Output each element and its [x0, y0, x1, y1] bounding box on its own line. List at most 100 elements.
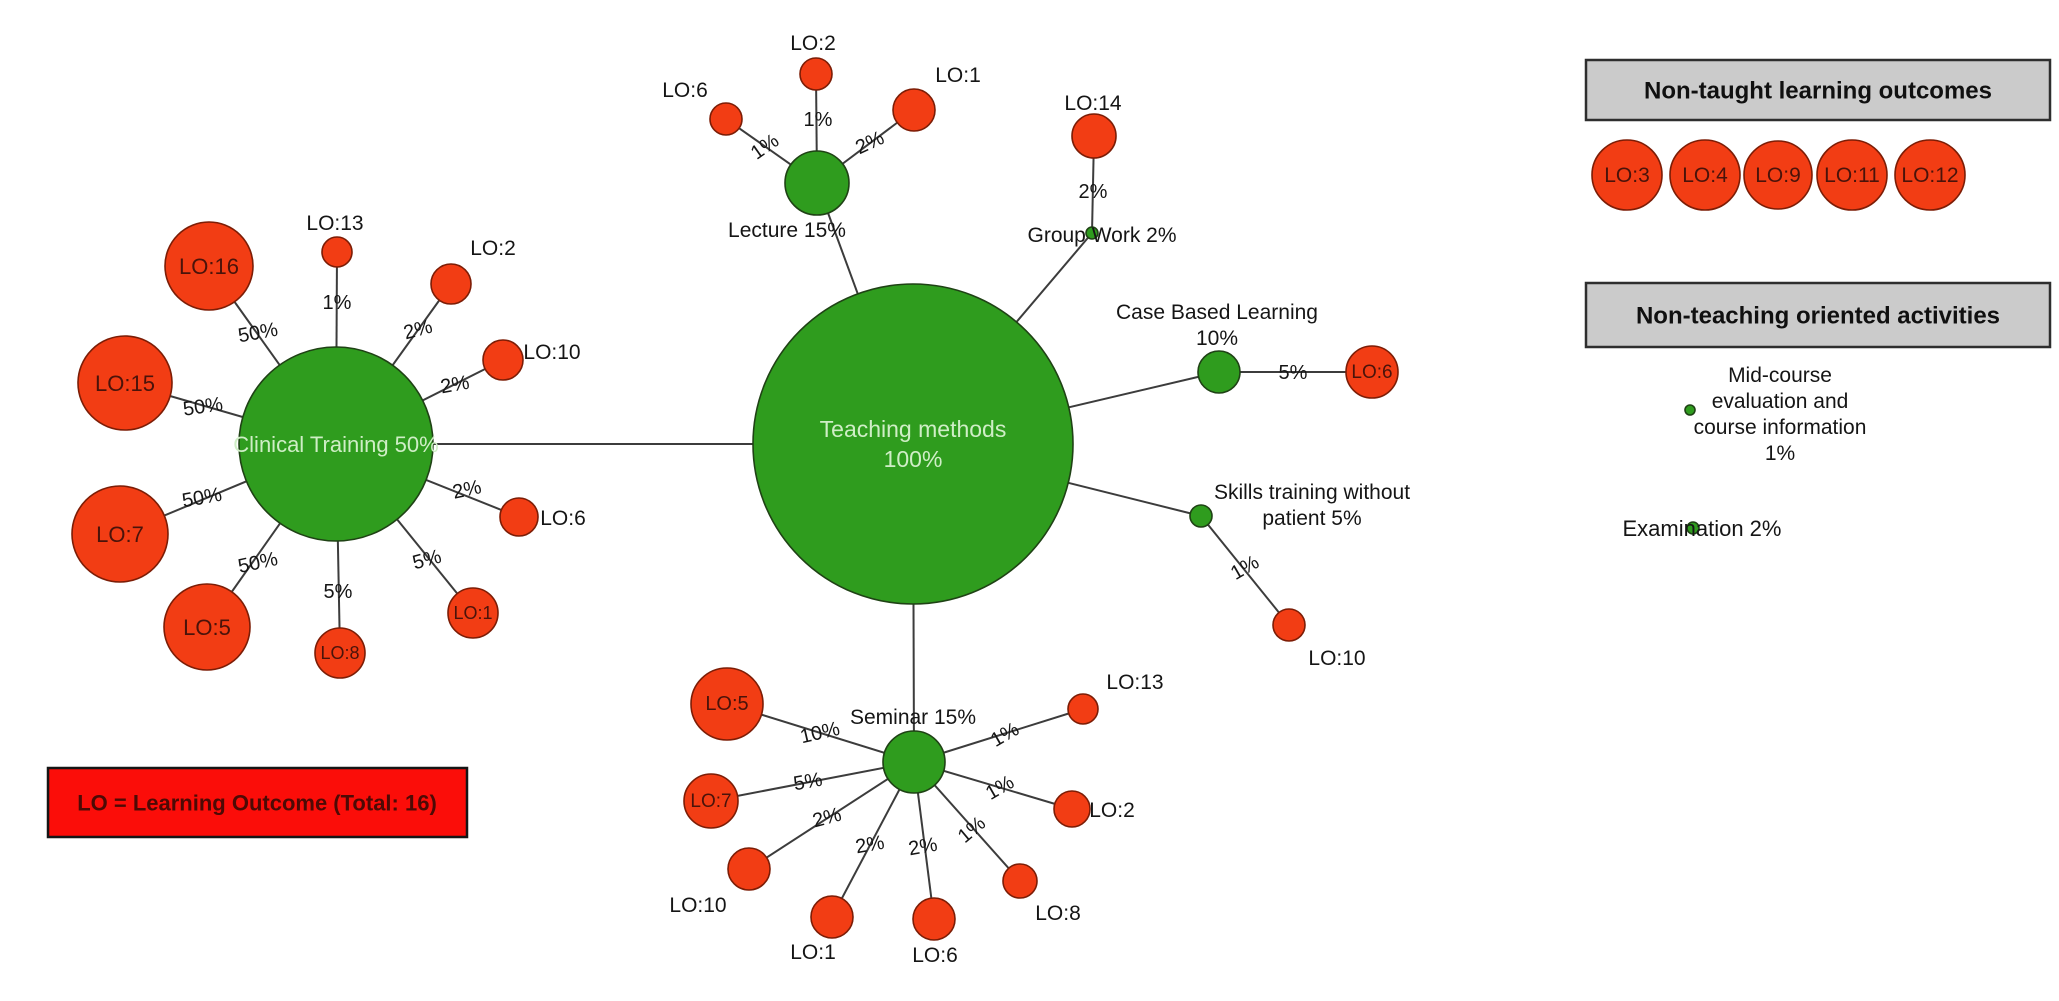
- node-label-lo6-lec: LO:6: [662, 79, 708, 102]
- node-label-lo8-ct: LO:8: [320, 643, 359, 663]
- node-seminar: [882, 730, 946, 794]
- node-label-clinical: Clinical Training 50%: [233, 432, 438, 457]
- node-label-cbl: Case Based Learning 10%: [1116, 301, 1318, 350]
- node-label-skills: Skills training without patient 5%: [1214, 481, 1410, 530]
- legend-box: [46, 766, 469, 839]
- edge-label-seminar-lo6-sem: 2%: [907, 834, 940, 861]
- edge-seminar-lo7-sem: [710, 761, 915, 802]
- node-label-lo6-ct: LO:6: [540, 507, 586, 530]
- edge-seminar-lo10-sem: [748, 761, 915, 870]
- edge-label-clinical-lo8-ct: 5%: [324, 581, 353, 603]
- edge-label-groupwork-lo14-gw: 2%: [1079, 181, 1108, 203]
- node-lo2-sem: [1053, 790, 1091, 828]
- node-skills: [1189, 504, 1213, 528]
- node-label-lo10-ct: LO:10: [523, 341, 580, 364]
- edge-label-seminar-lo1-sem: 2%: [854, 832, 887, 859]
- node-label-lo14-gw: LO:14: [1064, 92, 1122, 115]
- node-label-examination: Examination 2%: [1623, 516, 1782, 541]
- non-taught-header-box: [1584, 58, 2052, 122]
- node-lo7-sem: [683, 773, 739, 829]
- node-lo15-ct: [77, 335, 173, 431]
- node-clinical: [238, 346, 434, 542]
- node-label-lo13-ct: LO:13: [306, 212, 363, 235]
- legend-text: LO = Learning Outcome (Total: 16): [77, 791, 437, 816]
- node-label-lo3-nt: LO:3: [1604, 164, 1650, 187]
- non-teaching-header-title: Non-teaching oriented activities: [1636, 303, 2000, 330]
- node-lo11-nt: [1816, 139, 1888, 211]
- node-lo6-lec: [709, 102, 743, 136]
- node-lo6-sem: [912, 897, 956, 941]
- node-label-lo2-sem: LO:2: [1089, 799, 1135, 822]
- node-lecture: [784, 150, 850, 216]
- node-lo10-ct: [482, 339, 524, 381]
- node-label-groupwork: Group Work 2%: [1028, 224, 1177, 247]
- node-cbl: [1197, 350, 1241, 394]
- node-lo7-ct: [71, 485, 169, 583]
- edge-label-lecture-lo1-lec: 2%: [852, 127, 888, 159]
- nodes-layer: [71, 57, 1966, 941]
- node-label-lo1-sem: LO:1: [790, 941, 836, 964]
- node-groupwork: [1085, 226, 1099, 240]
- edge-skills-lo10-sk: [1200, 515, 1290, 626]
- node-label-lo13-sem: LO:13: [1106, 671, 1163, 694]
- edge-label-seminar-lo7-sem: 5%: [792, 769, 825, 796]
- node-label-lo12-nt: LO:12: [1901, 164, 1958, 187]
- node-label-midcourse: Mid-course evaluation and course informati…: [1694, 364, 1867, 465]
- edge-label-cbl-lo6-cbl: 5%: [1279, 362, 1308, 384]
- node-label-lo7-sem: LO:7: [690, 791, 731, 812]
- node-label-lo7-ct: LO:7: [96, 522, 144, 547]
- node-lo8-sem: [1002, 863, 1038, 899]
- node-label-lo9-nt: LO:9: [1755, 164, 1801, 187]
- edge-label-lecture-lo2-lec: 1%: [804, 109, 833, 131]
- node-label-lo6-sem: LO:6: [912, 944, 958, 967]
- edge-label-seminar-lo10-sem: 2%: [810, 804, 844, 833]
- node-lo14-gw: [1071, 113, 1117, 159]
- node-label-lo1-lec: LO:1: [935, 64, 981, 87]
- node-label-lo2-ct: LO:2: [470, 237, 516, 260]
- edge-label-clinical-lo16-ct: 50%: [236, 319, 279, 348]
- edge-label-clinical-lo5-ct: 50%: [236, 548, 280, 578]
- non-teaching-header-box: [1584, 281, 2052, 349]
- node-label-lo2-lec: LO:2: [790, 32, 836, 55]
- node-midcourse: [1684, 404, 1696, 416]
- node-teaching: [752, 283, 1074, 605]
- node-lo16-ct: [164, 221, 254, 311]
- node-label-seminar: Seminar 15%: [850, 706, 976, 729]
- node-label-teaching: Teaching methods 100%: [820, 416, 1007, 472]
- edge-label-clinical-lo7-ct: 50%: [180, 484, 223, 513]
- edge-label-seminar-lo5-sem: 10%: [798, 718, 842, 748]
- node-lo8-ct: [314, 627, 366, 679]
- node-lo2-ct: [430, 263, 472, 305]
- node-label-lecture: Lecture 15%: [728, 219, 846, 242]
- node-lo1-ct: [447, 587, 499, 639]
- edge-label-clinical-lo13-ct: 1%: [323, 292, 352, 314]
- non-taught-header-title: Non-taught learning outcomes: [1644, 78, 1992, 105]
- node-label-lo11-nt: LO:11: [1824, 164, 1880, 187]
- node-label-lo1-ct: LO:1: [453, 603, 492, 623]
- node-lo1-sem: [810, 895, 854, 939]
- node-lo10-sem: [727, 847, 771, 891]
- node-label-lo5-sem: LO:5: [705, 693, 748, 715]
- node-lo6-ct: [499, 497, 539, 537]
- edge-label-clinical-lo15-ct: 50%: [182, 393, 225, 420]
- node-lo13-sem: [1067, 693, 1099, 725]
- edge-label-lecture-lo6-lec: 1%: [747, 130, 783, 165]
- edge-label-seminar-lo13-sem: 1%: [987, 718, 1023, 752]
- node-lo12-nt: [1894, 139, 1966, 211]
- node-lo1-lec: [892, 88, 936, 132]
- node-lo4-nt: [1669, 139, 1741, 211]
- edge-label-seminar-lo2-sem: 1%: [982, 771, 1018, 805]
- node-lo5-ct: [163, 583, 251, 671]
- node-label-lo6-cbl: LO:6: [1351, 362, 1392, 383]
- edge-label-clinical-lo6-ct: 2%: [451, 476, 484, 504]
- labels-layer: 50%1%2%2%50%50% 2%50%5%5%1%1%2%2%5%1%10%5…: [95, 32, 1959, 967]
- node-label-lo10-sk: LO:10: [1308, 647, 1365, 670]
- node-label-lo4-nt: LO:4: [1682, 164, 1728, 187]
- node-lo10-sk: [1272, 608, 1306, 642]
- node-examination: [1686, 521, 1700, 535]
- node-label-lo16-ct: LO:16: [179, 254, 239, 279]
- edge-label-clinical-lo2-ct: 2%: [401, 316, 435, 345]
- edge-label-clinical-lo10-ct: 2%: [439, 372, 472, 399]
- node-label-lo5-ct: LO:5: [183, 615, 231, 640]
